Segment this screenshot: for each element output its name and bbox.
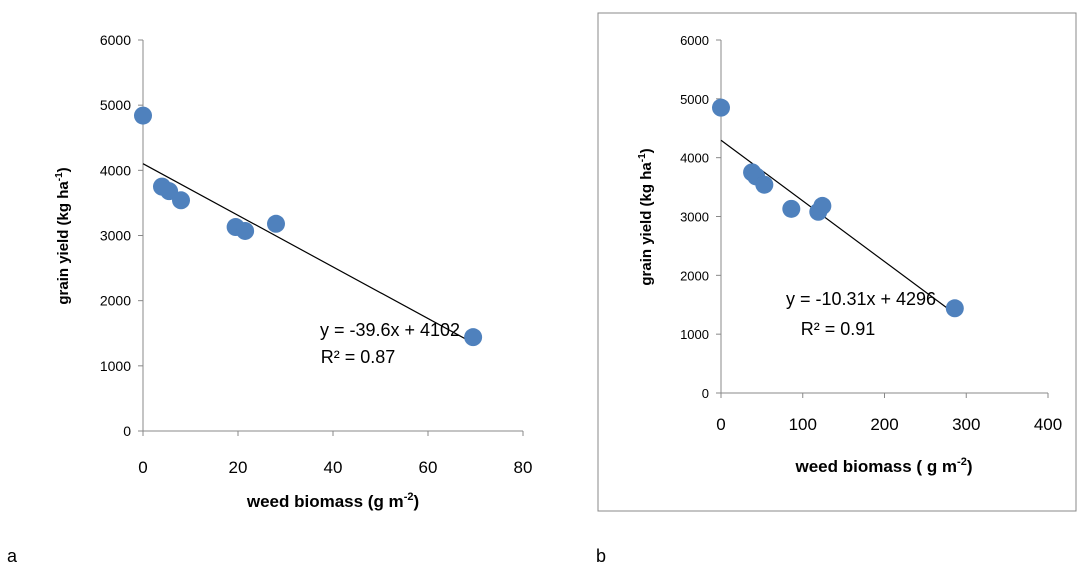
- a-y-tick-label: 5000: [100, 97, 131, 113]
- a-x-tick-label: 80: [514, 458, 533, 477]
- chart-b-panel-label: b: [596, 546, 606, 566]
- chart-a-r-squared: R² = 0.87: [321, 347, 396, 367]
- b-data-point: [945, 299, 964, 318]
- chart-b-points: [712, 98, 964, 318]
- a-data-point: [464, 328, 483, 347]
- a-data-point: [267, 214, 285, 233]
- b-y-tick-label: 5000: [680, 92, 709, 107]
- chart-a-x-axis-label: weed biomass (g m-2): [246, 491, 419, 511]
- chart-a-panel-label: a: [7, 546, 18, 566]
- b-y-tick-label: 4000: [680, 151, 709, 166]
- chart-b-axes: [716, 39, 1049, 398]
- b-x-tick-label: 100: [789, 415, 817, 434]
- b-x-tick-label: 0: [716, 415, 725, 434]
- b-y-tick-label: 3000: [680, 210, 709, 225]
- b-x-tick-label: 200: [870, 415, 898, 434]
- b-x-tick-label: 300: [952, 415, 980, 434]
- b-y-tick-label: 2000: [680, 268, 709, 283]
- a-x-tick-label: 20: [229, 458, 248, 477]
- a-x-tick-label: 0: [138, 458, 147, 477]
- a-y-tick-label: 4000: [100, 162, 131, 178]
- a-trendline: [142, 163, 474, 344]
- chart-a: 0 20 40 60 80 0 1000 2000 3000 4000 5000 6000 y = -…: [7, 32, 532, 566]
- b-y-tick-label: 0: [702, 386, 709, 401]
- a-y-tick-label: 3000: [100, 228, 131, 244]
- b-data-point: [755, 175, 774, 194]
- a-data-point: [172, 191, 190, 210]
- chart-a-trendline-group: [142, 163, 474, 344]
- a-x-tick-label: 60: [419, 458, 438, 477]
- chart-b-border: [597, 12, 1077, 512]
- b-data-point: [813, 196, 832, 215]
- a-y-tick-label: 6000: [100, 32, 131, 48]
- a-y-tick-label: 2000: [100, 293, 131, 309]
- a-data-point: [236, 221, 255, 240]
- b-y-tick-label: 1000: [680, 327, 709, 342]
- b-x-tick-label: 400: [1034, 415, 1062, 434]
- chart-a-equation: y = -39.6x + 4102: [320, 320, 460, 340]
- b-y-tick-label: 6000: [680, 33, 709, 48]
- chart-b-x-axis-label: weed biomass ( g m-2): [795, 456, 973, 476]
- chart-a-points: [134, 106, 483, 347]
- b-data-point: [712, 98, 730, 117]
- a-y-tick-label: 0: [123, 423, 131, 439]
- a-x-tick-label: 40: [324, 458, 343, 477]
- chart-b-y-axis-label: grain yield (kg ha-1): [637, 148, 655, 285]
- chart-a-tick-labels: 0 20 40 60 80 0 1000 2000 3000 4000 5000 6000: [100, 32, 533, 477]
- chart-a-axes: [138, 39, 524, 436]
- chart-b-r-squared: R² = 0.91: [801, 319, 876, 339]
- b-data-point: [782, 199, 801, 218]
- a-data-point: [134, 106, 152, 125]
- a-y-tick-label: 1000: [100, 358, 131, 374]
- chart-a-y-axis-label: grain yield (kg ha-1): [54, 167, 72, 304]
- chart-b-equation: y = -10.31x + 4296: [786, 289, 936, 309]
